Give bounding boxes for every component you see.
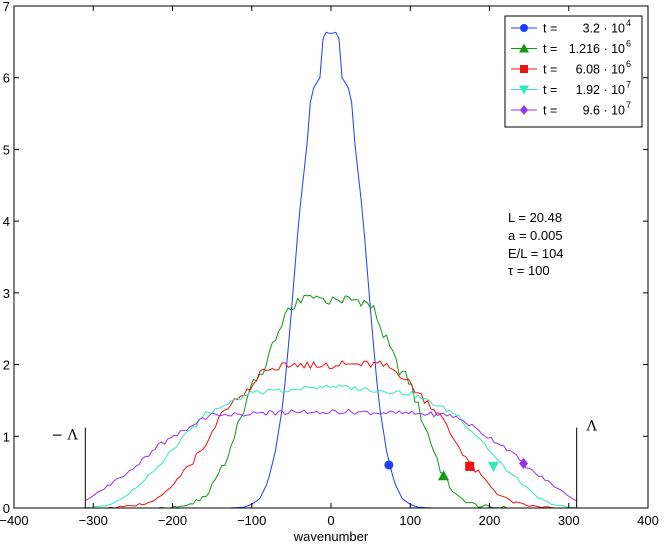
legend-value: 3.2 · 10 <box>583 22 625 36</box>
series-line <box>85 408 577 502</box>
legend-value: 9.6 · 10 <box>583 104 625 118</box>
y-tick-label: 2 <box>3 358 10 373</box>
y-tick-label: 6 <box>3 71 10 86</box>
y-tick-label: 3 <box>3 286 10 301</box>
parameter-annotations: L = 20.48 a = 0.005 E/L = 104 τ = 100 <box>508 210 564 278</box>
y-tick-label: 5 <box>3 142 10 157</box>
x-tick-label: −400 <box>0 513 29 528</box>
legend-value: 1.216 · 10 <box>569 42 625 56</box>
cutoff-label-positive: Λ <box>586 419 598 435</box>
axis-ticks: −400 −300 −200 −100 0 100 200 300 400 0 1 2 3 4 5 6 7 <box>0 0 659 528</box>
annotation-spacing: a = 0.005 <box>508 228 563 243</box>
annotation-energy: E/L = 104 <box>508 246 564 261</box>
legend-prefix: t = <box>543 42 557 56</box>
legend-entry: t = 9.6 · 10 7 <box>511 100 631 118</box>
legend-entry: t = 6.08 · 10 6 <box>511 59 631 77</box>
y-tick-label: 1 <box>3 429 10 444</box>
x-tick-label: −200 <box>158 513 187 528</box>
x-tick-label: 0 <box>327 513 334 528</box>
marker-triangle-down <box>487 461 499 472</box>
marker-triangle-down <box>519 85 529 95</box>
legend-exponent: 7 <box>626 80 631 90</box>
x-tick-label: −300 <box>79 513 108 528</box>
legend-exponent: 7 <box>626 100 631 110</box>
legend-exponent: 6 <box>626 59 631 69</box>
cutoff-markers: − ΛΛ <box>51 419 598 508</box>
marker-triangle-up <box>438 470 450 481</box>
legend-entry: t = 3.2 · 10 4 <box>511 18 631 36</box>
marker-triangle-up <box>519 43 529 53</box>
legend-prefix: t = <box>543 104 557 118</box>
marker-square <box>465 461 475 471</box>
series-line <box>85 384 577 509</box>
legend-entry: t = 1.216 · 10 6 <box>511 39 631 56</box>
legend-value: 1.92 · 10 <box>576 83 625 97</box>
x-axis-label: wavenumber <box>293 529 369 544</box>
x-tick-label: 200 <box>479 513 501 528</box>
marker-diamond <box>520 105 528 115</box>
legend-exponent: 4 <box>626 18 631 28</box>
marker-circle <box>520 24 528 32</box>
annotation-tau: τ = 100 <box>508 263 550 278</box>
x-tick-label: −100 <box>237 513 266 528</box>
legend-prefix: t = <box>543 83 557 97</box>
marker-circle <box>384 460 394 470</box>
cutoff-label-negative: − Λ <box>51 428 78 444</box>
legend: t = 3.2 · 10 4t = 1.216 · 10 6t = 6.08 · 10 6t… <box>504 15 643 128</box>
marker-diamond <box>519 458 529 470</box>
series-markers <box>384 458 529 481</box>
legend-prefix: t = <box>543 22 557 36</box>
y-tick-label: 4 <box>3 214 10 229</box>
x-tick-label: 100 <box>399 513 421 528</box>
series-line <box>85 360 577 509</box>
legend-value: 6.08 · 10 <box>576 63 625 77</box>
y-tick-label: 7 <box>3 0 10 14</box>
annotation-length: L = 20.48 <box>508 210 562 225</box>
x-tick-label: 400 <box>637 513 659 528</box>
legend-exponent: 6 <box>626 39 631 49</box>
marker-square <box>520 65 528 73</box>
legend-entry: t = 1.92 · 10 7 <box>511 80 631 97</box>
x-tick-label: 300 <box>558 513 580 528</box>
legend-prefix: t = <box>543 63 557 77</box>
y-tick-label: 0 <box>3 501 10 516</box>
